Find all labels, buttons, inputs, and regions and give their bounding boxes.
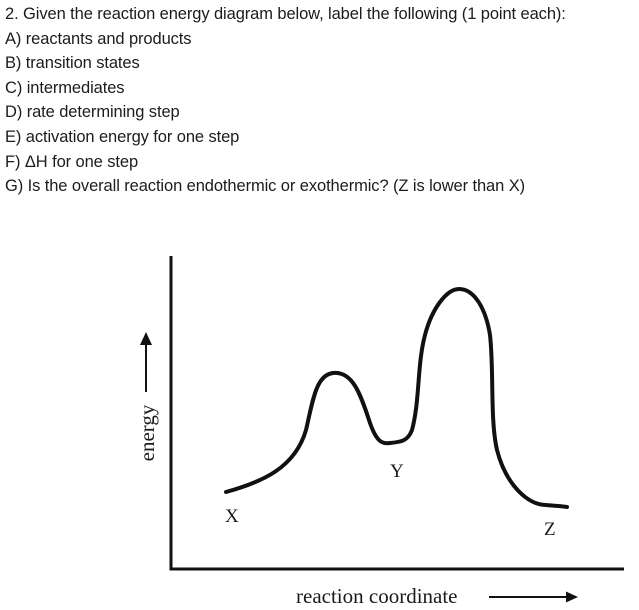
question-prompt: 2. Given the reaction energy diagram bel… [5,5,566,23]
reaction-coordinate-label: reaction coordinate [296,584,458,608]
label-y-intermediate: Y [390,461,404,482]
question-item-g: G) Is the overall reaction endothermic o… [5,177,525,196]
question-item-c: C) intermediates [5,78,125,97]
energy-axis-label-group: energy [135,332,159,461]
question-item-f: F) ΔH for one step [5,152,139,171]
energy-curve [224,287,569,509]
question-item-b: B) transition states [5,54,140,73]
question-item-e: E) activation energy for one step [5,127,240,146]
question-item-a: A) reactants and products [5,29,192,48]
energy-arrow-up-icon [140,332,152,345]
question-item-d: D) rate determining step [5,103,180,122]
label-x-reactant: X [225,506,239,527]
reaction-coordinate-arrow-right-icon [566,591,578,603]
question-block: 2. Given the reaction energy diagram bel… [5,2,566,199]
reaction-coordinate-label-group: reaction coordinate [296,584,578,608]
label-z-product: Z [544,519,556,540]
energy-axis-label: energy [135,404,159,461]
